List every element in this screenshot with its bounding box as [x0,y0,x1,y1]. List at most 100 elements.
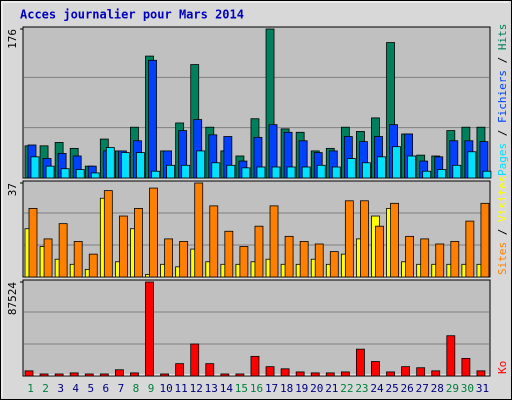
bar [331,166,341,179]
bar [149,187,158,278]
bar [196,150,206,179]
legend: Pages / Fichiers / Hits [496,24,509,176]
bar [437,169,447,179]
bar [148,59,157,179]
x-tick-label: 16 [250,382,263,395]
bar [299,241,309,278]
legend-entry: Ko [496,361,509,374]
x-tick-label: 27 [416,382,429,395]
x-tick-label: 7 [118,382,125,395]
bar [446,335,456,377]
x-tick-label: 1 [27,382,34,395]
bar [265,366,275,377]
bar [407,155,417,179]
bar [134,208,143,278]
bar [194,182,204,278]
bar [377,156,386,179]
bar [239,246,249,278]
bar [39,373,49,377]
bar [118,215,128,278]
bar [284,235,294,278]
x-tick-label: 28 [431,382,444,395]
bar [375,225,384,278]
x-tick-label: 11 [175,382,188,395]
bar [60,168,70,179]
legend-entry: Pages [496,143,509,176]
bar [450,241,460,278]
x-tick-label: 29 [446,382,459,395]
bar [301,166,311,179]
bar [356,348,365,377]
bar [401,366,411,377]
bar [344,200,354,278]
bar [416,367,426,377]
bar [269,205,279,278]
bar [58,223,68,278]
bar [476,370,486,377]
bar [271,166,281,179]
bar [452,164,462,179]
x-tick-label: 31 [476,382,489,395]
bar [314,243,324,278]
bar [166,164,175,179]
bar [84,373,94,377]
x-tick-label: 24 [370,382,384,395]
legend-entry: Hits [496,24,509,51]
legend-separator: / [496,222,509,242]
bar [346,158,356,179]
x-tick-label: 8 [133,382,140,395]
legend: Ko [496,361,509,374]
bar [405,235,415,278]
bar [256,166,266,179]
bar [190,343,200,377]
x-tick-label: 12 [190,382,203,395]
x-tick-label: 2 [42,382,49,395]
legend-entry: Fichiers [496,70,509,123]
bar [420,238,430,278]
x-tick-label: 23 [355,382,368,395]
x-tick-label: 30 [461,382,474,395]
bar [24,370,34,377]
bar [220,373,230,377]
bar [164,238,173,278]
y-max-label: 176 [6,29,19,49]
bar [205,363,215,377]
bar [295,371,305,377]
bar [280,368,290,377]
bar [329,251,339,278]
bar [114,369,124,377]
bar [136,152,145,179]
legend-separator: / [496,123,509,143]
chart-title: Acces journalier pour Mars 2014 [20,8,244,22]
bar [386,371,395,377]
bar [390,202,399,278]
x-tick-label: 21 [325,382,338,395]
bar [431,370,441,377]
bar [103,190,113,278]
bar [75,169,85,179]
bar [371,361,380,377]
bar [465,220,475,278]
x-tick-label: 19 [295,382,308,395]
bar [316,164,326,179]
x-tick-label: 18 [280,382,293,395]
bar [151,170,160,179]
bar [209,205,219,278]
bar [362,162,371,179]
x-tick-label: 25 [385,382,398,395]
bar [175,363,185,377]
bar [90,172,100,179]
bar [461,357,471,377]
x-tick-label: 9 [148,382,155,395]
legend: Sites / Visites [496,176,509,275]
x-tick-label: 20 [310,382,323,395]
legend-entry: Sites [496,242,509,275]
bar [286,166,296,179]
x-tick-label: 5 [87,382,94,395]
bar [179,241,189,278]
bar [250,355,260,377]
bar [422,170,432,179]
bar [130,372,139,377]
legend-entry: Visites [496,176,509,222]
